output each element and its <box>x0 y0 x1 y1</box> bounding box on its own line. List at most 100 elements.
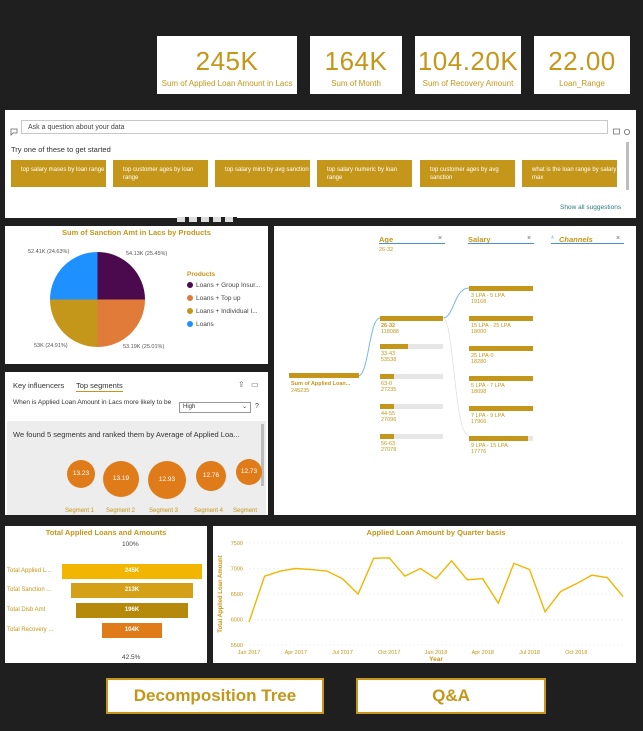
suggestion-button[interactable]: what is the loan range by salary max <box>522 160 617 187</box>
legend-item[interactable]: Loans + Individual I... <box>187 308 258 315</box>
funnel-bar[interactable]: 245K <box>62 564 202 579</box>
funnel-bottom-percent: 42.5% <box>122 654 141 661</box>
age-node-track <box>380 374 443 379</box>
level-header-salary[interactable]: Salary <box>468 235 491 244</box>
funnel-bar[interactable]: 104K <box>102 623 162 638</box>
age-node-bar[interactable] <box>380 344 409 349</box>
kpi-card-recovery: 104.20K Sum of Recovery Amount <box>415 36 521 94</box>
root-node-bar[interactable] <box>289 373 359 378</box>
bubble-value: 13.19 <box>112 475 130 482</box>
kpi-value: 22.00 <box>548 46 616 76</box>
close-icon[interactable]: × <box>527 235 532 242</box>
y-tick-label: 7500 <box>231 541 243 547</box>
suggestion-button[interactable]: top salary numeric by loan range <box>317 160 412 187</box>
decomposition-tree-button[interactable]: Decomposition Tree <box>106 678 324 714</box>
level-header-channels[interactable]: Channels <box>559 235 593 244</box>
qa-button[interactable]: Q&A <box>356 678 546 714</box>
chart-title: Applied Loan Amount by Quarter basis <box>367 528 506 537</box>
y-tick-label: 6500 <box>231 592 243 598</box>
kpi-value: 245K <box>195 46 259 76</box>
chat-icon <box>10 123 18 141</box>
salary-node-bar[interactable] <box>469 406 533 411</box>
suggestion-button[interactable]: top salary mases by loan range <box>11 160 106 187</box>
y-axis-label: Total Applied Loan Amount <box>218 555 224 632</box>
segment-label: Segment <box>233 508 258 514</box>
age-node-bar[interactable] <box>380 404 395 409</box>
salary-node-value: 17966 <box>471 419 487 425</box>
kpi-label: Sum of Recovery Amount <box>422 79 514 88</box>
scrollbar[interactable] <box>626 142 629 190</box>
show-all-suggestions-link[interactable]: Show all suggestions <box>560 204 622 211</box>
legend-label: Loans + Group Insur... <box>196 282 261 289</box>
segment-label: Segment 2 <box>106 508 136 514</box>
share-icon[interactable]: ⇪ <box>238 380 245 389</box>
salary-node-bar[interactable] <box>469 286 533 291</box>
pie-chart[interactable] <box>50 252 145 347</box>
header-underline <box>379 243 445 244</box>
funnel-title: Total Applied Loans and Amounts <box>45 528 167 537</box>
legend-item[interactable]: Loans + Top up <box>187 295 241 302</box>
legend-label: Loans + Top up <box>196 295 241 302</box>
age-node-value: 27078 <box>381 447 397 453</box>
x-tick-label: Jan 2018 <box>425 650 448 656</box>
x-axis-label: Year <box>429 656 443 663</box>
series-line <box>248 557 624 623</box>
segment-bubble[interactable]: 12.76 <box>196 461 226 491</box>
salary-node-bar[interactable] <box>469 316 533 321</box>
kpi-value: 164K <box>324 46 388 76</box>
suggestion-button[interactable]: top customer ages by avg sanction <box>420 160 515 187</box>
salary-node-value: 19168 <box>471 299 487 305</box>
salary-node-label: 5 LPA - 7 LPA <box>471 383 505 389</box>
segment-bubble[interactable]: 13.19 <box>103 461 139 497</box>
funnel-bar[interactable]: 196K <box>76 603 188 618</box>
age-node-track <box>380 434 443 439</box>
decomposition-tree-visual <box>274 226 636 515</box>
level-header-age[interactable]: Age <box>379 235 394 244</box>
tab-top-segments[interactable]: Top segments <box>76 381 123 392</box>
x-tick-label: Jul 2018 <box>519 650 540 656</box>
comment-icon[interactable]: ▭ <box>251 380 259 389</box>
tab-key-influencers[interactable]: Key influencers <box>13 381 65 390</box>
segment-label: Segment 4 <box>194 508 224 514</box>
scrollbar[interactable] <box>261 424 264 486</box>
segments-summary: We found 5 segments and ranked them by A… <box>13 430 240 439</box>
y-tick-label: 5500 <box>231 643 243 649</box>
age-node-track <box>380 404 443 409</box>
age-filter: 26-32 <box>379 247 394 253</box>
close-icon[interactable]: × <box>438 235 443 242</box>
funnel-top-percent: 100% <box>122 541 139 548</box>
line-chart-visual <box>213 526 636 663</box>
suggestion-button[interactable]: top salary mins by avg sanction <box>215 160 310 187</box>
salary-node-bar[interactable] <box>469 376 533 381</box>
age-node-bar[interactable] <box>380 316 443 321</box>
legend-item[interactable]: Loans <box>187 321 214 328</box>
y-tick-label: 7000 <box>231 567 243 573</box>
suggestion-button[interactable]: top customer ages by loan range <box>113 160 208 187</box>
tree-connectors <box>357 287 470 437</box>
segment-bubble[interactable]: 13.23 <box>67 460 95 488</box>
funnel-bar[interactable]: 213K <box>71 583 193 598</box>
line-chart[interactable]: Applied Loan Amount by Quarter basis 7500… <box>213 526 636 663</box>
qa-question-input[interactable]: Ask a question about your data <box>21 120 608 134</box>
segment-bubble[interactable]: 12.93 <box>148 461 186 499</box>
x-tick-label: Oct 2018 <box>565 650 587 656</box>
age-node-label: 26-32 <box>381 323 396 329</box>
high-select[interactable]: High ⌄ <box>179 402 251 413</box>
pie-slice-top-up <box>97 299 145 347</box>
age-node-bar[interactable] <box>380 434 395 439</box>
age-node-bar[interactable] <box>380 374 395 379</box>
salary-node-value: 18280 <box>471 359 487 365</box>
help-icon[interactable]: ? <box>255 403 259 410</box>
close-icon[interactable]: × <box>616 235 621 242</box>
pie-slice-group-insurance <box>97 252 145 300</box>
kpi-value: 104.20K <box>417 46 519 76</box>
root-node-value: 245235 <box>291 388 310 394</box>
settings-icon[interactable] <box>613 123 631 141</box>
select-value: High <box>183 404 196 410</box>
lightbulb-icon: ♁ <box>550 234 556 241</box>
legend-item[interactable]: Loans + Group Insur... <box>187 282 261 289</box>
segment-bubble[interactable]: 12.73 <box>236 459 262 485</box>
salary-node-bar[interactable] <box>469 436 528 441</box>
salary-node-bar[interactable] <box>469 346 533 351</box>
visual-drag-handle[interactable] <box>177 217 237 222</box>
